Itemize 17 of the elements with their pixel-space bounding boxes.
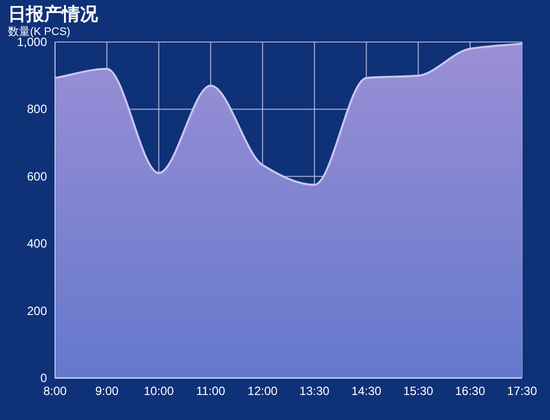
x-tick-label: 16:30 bbox=[455, 384, 486, 398]
x-tick-label: 8:00 bbox=[43, 384, 67, 398]
y-tick-label: 0 bbox=[40, 371, 48, 385]
y-tick-label: 800 bbox=[26, 102, 48, 116]
y-axis-title: 数量(K PCS) bbox=[8, 26, 70, 38]
y-tick-label: 400 bbox=[26, 236, 48, 251]
x-tick-label: 15:30 bbox=[403, 384, 434, 398]
chart-title: 日报产情况 bbox=[8, 4, 99, 24]
y-tick-label: 200 bbox=[26, 304, 48, 318]
x-tick-label: 12:00 bbox=[248, 384, 278, 398]
x-tick-label: 11:00 bbox=[196, 384, 226, 398]
x-tick-label: 17:30 bbox=[506, 384, 538, 398]
x-tick-label: 14:30 bbox=[351, 384, 382, 398]
x-tick-label: 10:00 bbox=[144, 384, 174, 398]
y-tick-label: 600 bbox=[26, 169, 48, 184]
x-tick-label: 13:30 bbox=[299, 384, 330, 398]
x-tick-label: 9:00 bbox=[95, 384, 119, 398]
